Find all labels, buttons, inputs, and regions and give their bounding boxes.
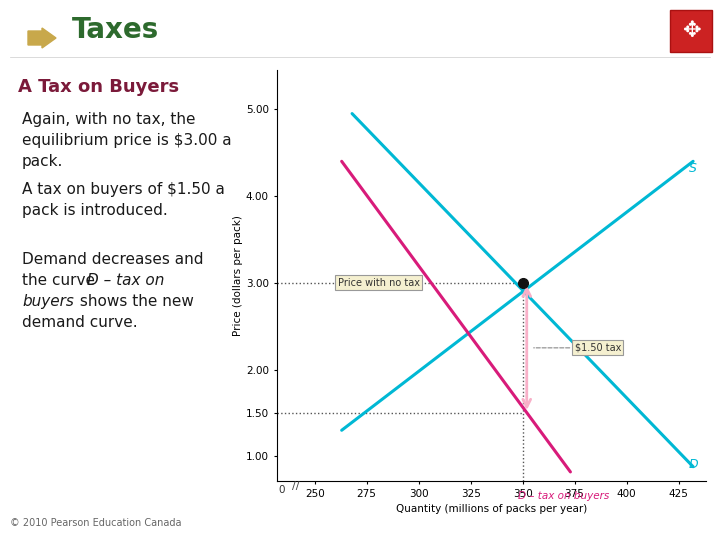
Text: D: D <box>689 458 698 471</box>
Text: the curve: the curve <box>22 273 100 288</box>
FancyArrow shape <box>28 28 56 48</box>
Text: D – tax on buyers: D – tax on buyers <box>518 491 610 501</box>
Text: Price with no tax: Price with no tax <box>338 278 420 288</box>
X-axis label: Quantity (millions of packs per year): Quantity (millions of packs per year) <box>396 504 587 515</box>
Text: $1.50 tax: $1.50 tax <box>575 343 621 353</box>
Text: buyers: buyers <box>22 294 74 309</box>
Text: S: S <box>689 162 697 175</box>
Text: Taxes: Taxes <box>72 16 159 44</box>
Text: ✥: ✥ <box>682 21 701 41</box>
Text: 0: 0 <box>278 485 284 495</box>
FancyBboxPatch shape <box>670 10 712 52</box>
Text: © 2010 Pearson Education Canada: © 2010 Pearson Education Canada <box>10 518 181 528</box>
Text: //: // <box>292 481 300 491</box>
Text: demand curve.: demand curve. <box>22 315 138 330</box>
Text: Demand decreases and: Demand decreases and <box>22 252 204 267</box>
Text: shows the new: shows the new <box>75 294 194 309</box>
Y-axis label: Price (dollars per pack): Price (dollars per pack) <box>233 215 243 336</box>
Text: A Tax on Buyers: A Tax on Buyers <box>18 78 179 96</box>
Text: Again, with no tax, the
equilibrium price is $3.00 a
pack.: Again, with no tax, the equilibrium pric… <box>22 112 232 169</box>
Text: D – tax on: D – tax on <box>87 273 164 288</box>
Text: A tax on buyers of $1.50 a
pack is introduced.: A tax on buyers of $1.50 a pack is intro… <box>22 182 225 218</box>
